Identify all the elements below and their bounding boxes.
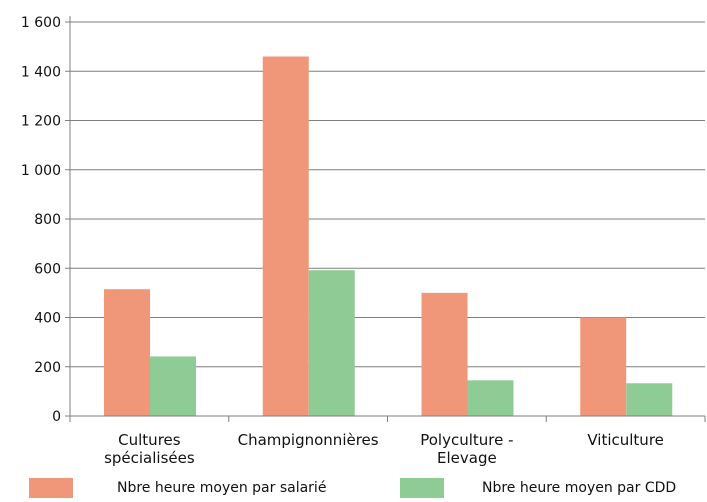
bar-series-1-1 [104,289,150,416]
legend-label-cdd: Nbre heure moyen par CDD [482,480,677,496]
y-tick-label: 200 [34,360,61,376]
y-tick-label: 800 [34,212,61,228]
x-category-labels: Cultures spécialisées Champignonnières Poly… [104,431,664,467]
y-tick-label: 600 [34,261,61,277]
axes [65,16,706,422]
x-category-label-line: Elevage [437,449,497,467]
y-tick-label: 0 [52,409,61,425]
legend-swatch-salarie [29,478,73,498]
x-category-label-line: Polyculture - [420,431,513,449]
y-tick-label: 400 [34,311,61,327]
x-category-label-line: Champignonnières [238,431,379,449]
x-category-label: Cultures spécialisées [104,431,195,467]
bar-series-2-2 [308,270,355,416]
gridlines [70,21,705,368]
x-category-label-line: Cultures [118,431,181,449]
bar-chart: 0 200 400 600 800 1 000 1 200 1 400 1 600 Cultur… [21,15,706,467]
x-category-label: Viticulture [587,431,664,449]
bar-series-2-1 [150,356,196,416]
x-category-label: Polyculture -Elevage [420,431,513,467]
x-category-label: Champignonnières [238,431,379,449]
bar-series-1-4 [580,317,627,416]
bar-series-1-3 [421,292,468,416]
y-tick-label: 1 200 [21,114,61,130]
x-category-label-line: Viticulture [587,431,664,449]
bar-series-2-3 [467,380,514,416]
y-tick-labels: 0 200 400 600 800 1 000 1 200 1 400 1 600 [21,15,61,425]
bar-series-1-2 [262,56,309,416]
legend: Nbre heure moyen par salarié Nbre heure … [0,476,707,500]
y-tick-label: 1 000 [21,163,61,179]
bars [104,56,673,416]
y-tick-label: 1 400 [21,64,61,80]
y-tick-label: 1 600 [21,15,61,31]
bar-series-2-4 [626,383,673,416]
legend-swatch-cdd [400,478,444,498]
legend-item-salarie: Nbre heure moyen par salarié [29,476,326,500]
x-category-label-line: spécialisées [104,449,195,467]
legend-label-salarie: Nbre heure moyen par salarié [117,480,327,496]
legend-item-cdd: Nbre heure moyen par CDD [400,476,676,500]
